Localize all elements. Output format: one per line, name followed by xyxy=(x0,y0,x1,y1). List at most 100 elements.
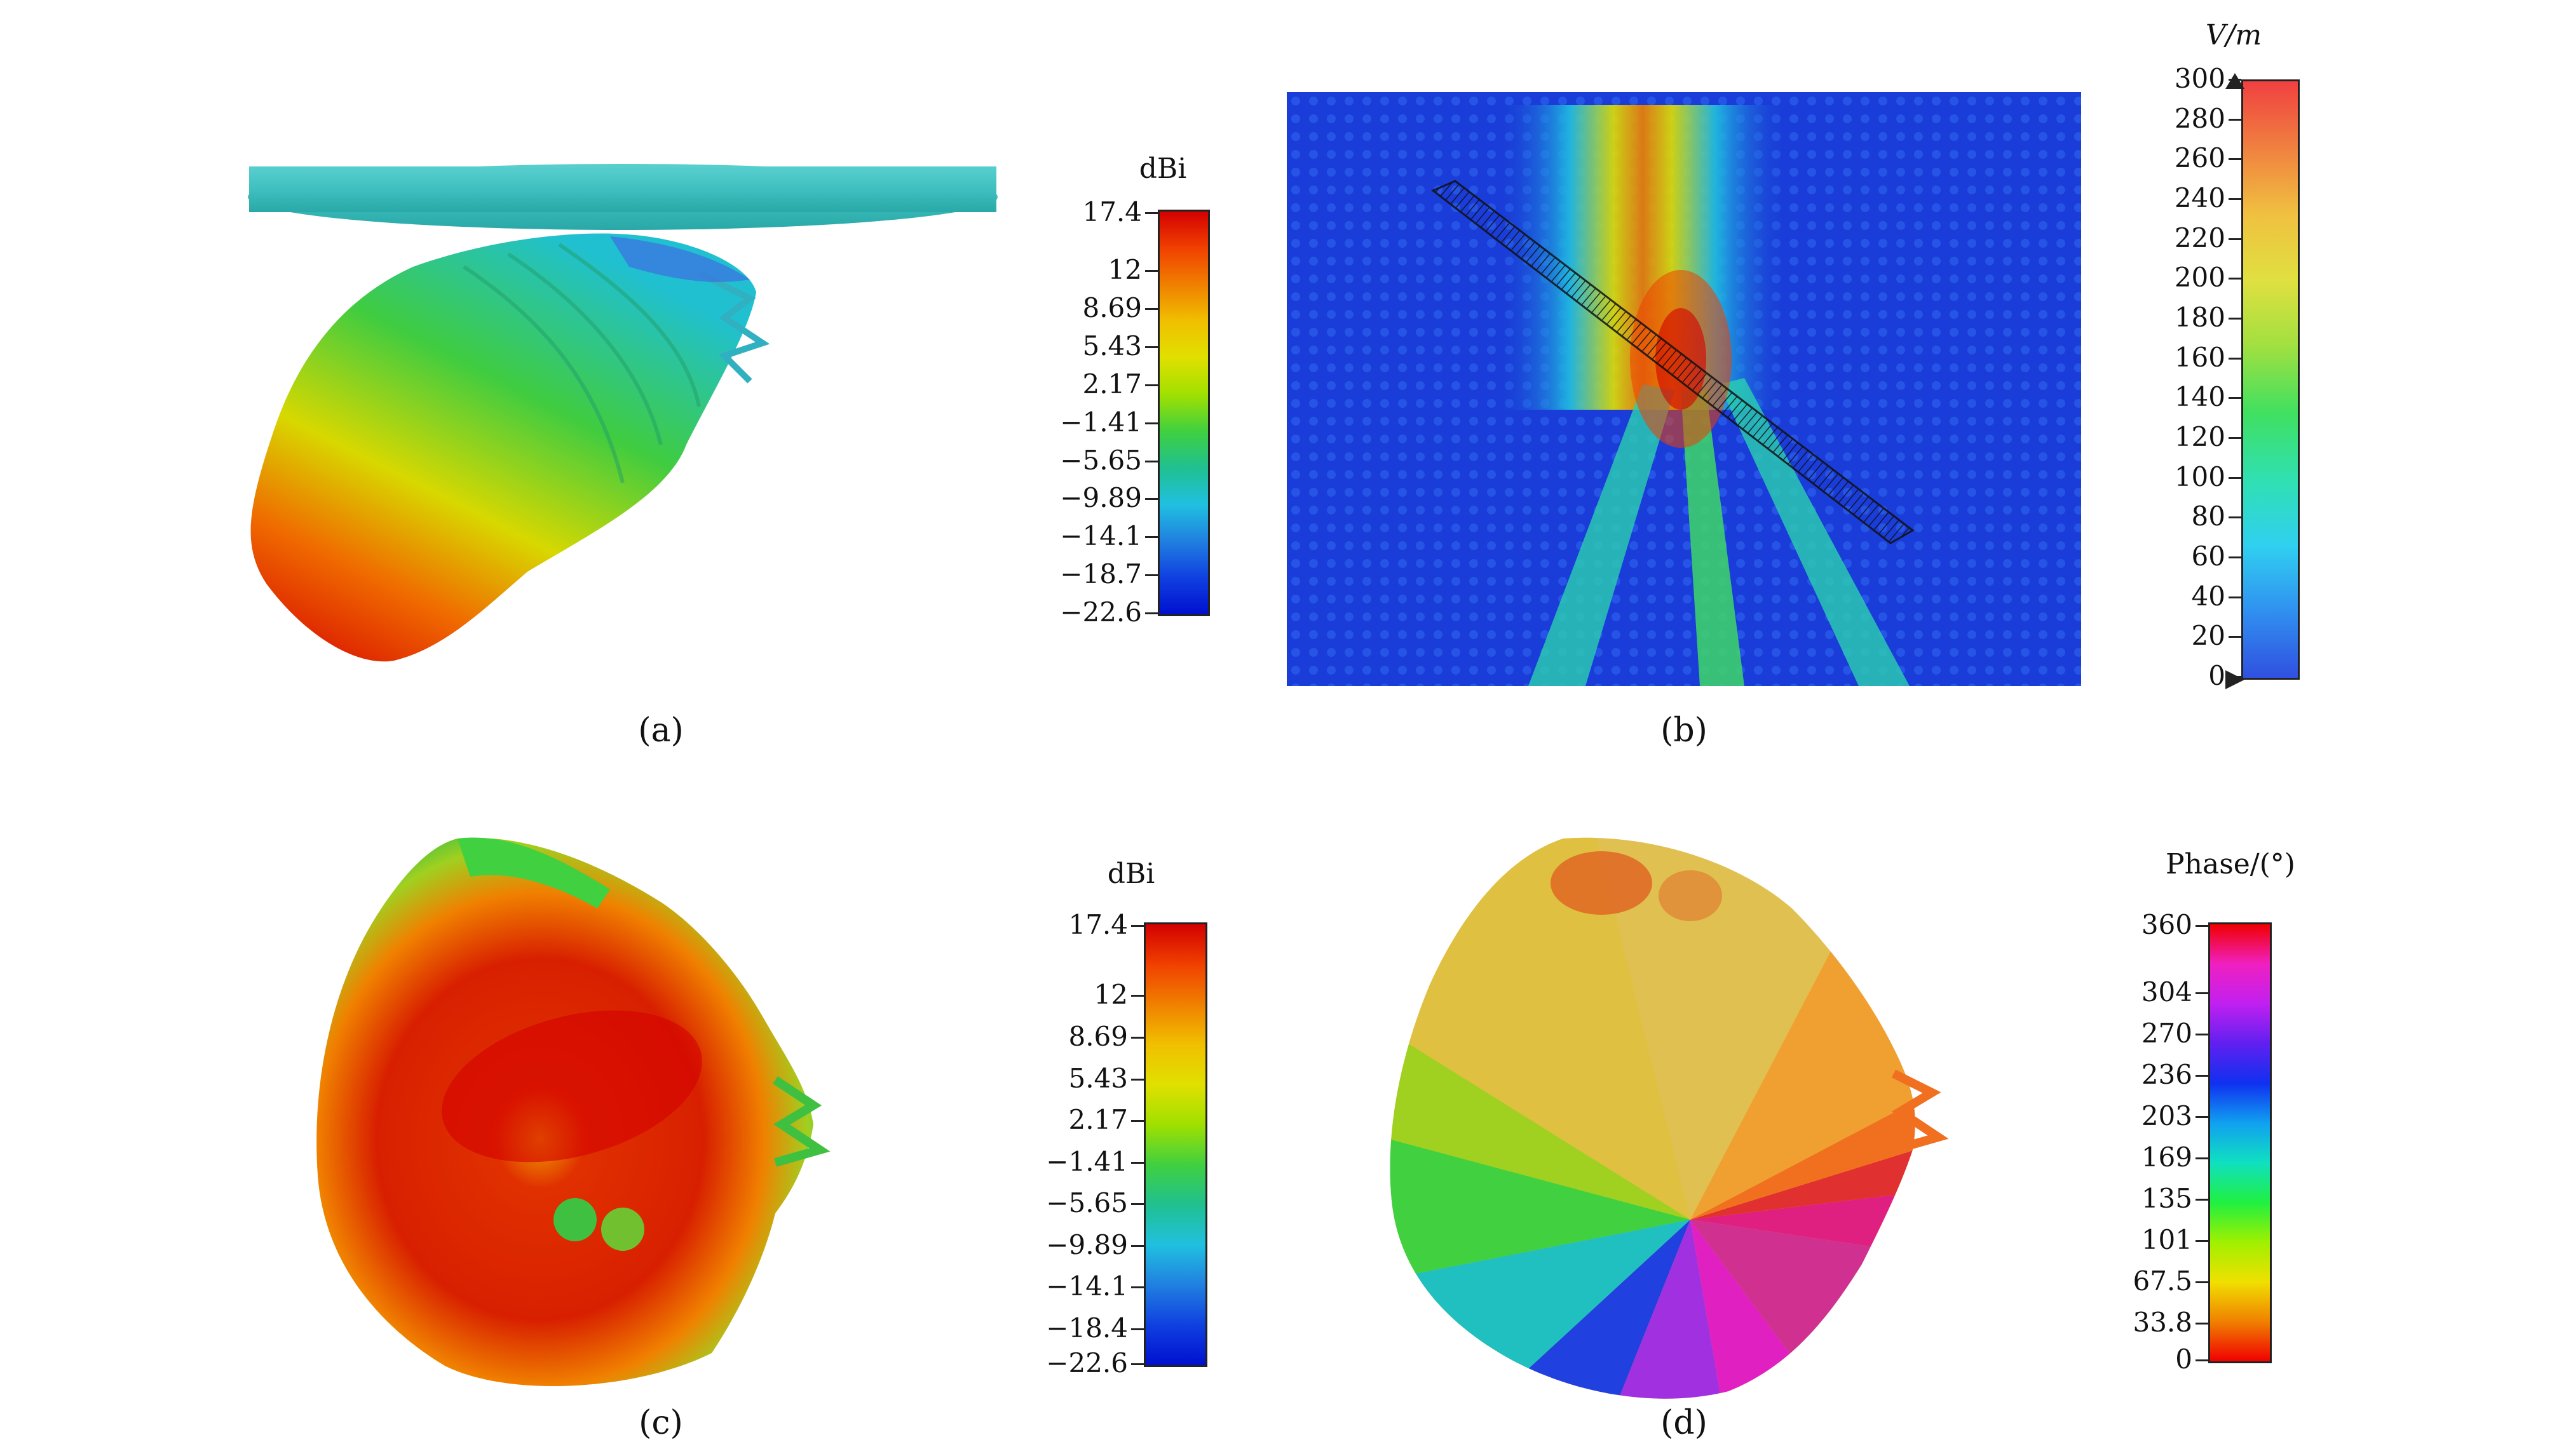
colorbar-c-tick-mark xyxy=(1131,1328,1144,1330)
colorbar-c-tick-mark xyxy=(1131,1036,1144,1039)
colorbar-b-tick-mark xyxy=(2229,238,2241,240)
panel-a: dBi 17.4 12 8.69 5.43 2.17 −1.41 −5.65 −9.89 −14… xyxy=(0,0,1271,762)
colorbar-b-tick-mark xyxy=(2229,198,2241,200)
colorbar-b xyxy=(2241,79,2300,680)
colorbar-d-tick-mark xyxy=(2196,1074,2208,1077)
colorbar-c-tick-mark xyxy=(1131,1244,1144,1247)
colorbar-a-tick-label: 2.17 xyxy=(1082,368,1142,400)
colorbar-c-tick-label: −9.89 xyxy=(1046,1229,1128,1260)
colorbar-d-tick-label: 135 xyxy=(2141,1182,2192,1214)
colorbar-d-tick-mark xyxy=(2196,1157,2208,1159)
colorbar-a-tick-label: −22.6 xyxy=(1060,597,1142,628)
colorbar-b-tick-mark xyxy=(2229,318,2241,320)
colorbar-a-tick-label: −5.65 xyxy=(1060,444,1142,476)
colorbar-a-tick-label: 17.4 xyxy=(1082,196,1142,227)
panel-d: Phase/(°) 360 304 270 236 203 169 135 101 67.5 33… xyxy=(1271,762,2552,1456)
colorbar-a-tick-mark xyxy=(1145,536,1158,539)
colorbar-a-tick-mark xyxy=(1145,212,1158,214)
colorbar-b-tick-mark xyxy=(2229,676,2241,678)
colorbar-b-tick-label: 40 xyxy=(2191,580,2225,612)
colorbar-c-tick-mark xyxy=(1131,1161,1144,1164)
colorbar-c-tick-mark xyxy=(1131,1363,1144,1365)
colorbar-a-tick-mark xyxy=(1145,384,1158,386)
colorbar-b-tick-label: 100 xyxy=(2174,461,2225,492)
colorbar-d-tick-mark xyxy=(2196,1322,2208,1325)
colorbar-a-tick-label: −1.41 xyxy=(1060,406,1142,438)
colorbar-c-tick-label: −14.1 xyxy=(1046,1271,1128,1302)
colorbar-d-tick-label: 169 xyxy=(2141,1141,2192,1173)
colorbar-b-tick-mark xyxy=(2229,636,2241,638)
colorbar-b-tick-label: 60 xyxy=(2191,541,2225,572)
colorbar-b-tick-label: 80 xyxy=(2191,501,2225,532)
colorbar-b-tick-mark xyxy=(2229,596,2241,598)
phase-pattern-3d xyxy=(1390,837,1949,1399)
colorbar-c xyxy=(1144,922,1207,1367)
colorbar-c-tick-mark xyxy=(1131,1120,1144,1122)
colorbar-d-tick-mark xyxy=(2196,992,2208,995)
colorbar-b-tick-label: 20 xyxy=(2191,620,2225,652)
colorbar-c-tick-label: 8.69 xyxy=(1068,1020,1128,1052)
colorbar-a-tick-mark xyxy=(1145,498,1158,501)
colorbar-b-tick-label: 160 xyxy=(2174,341,2225,373)
colorbar-b-tick-mark xyxy=(2229,397,2241,400)
colorbar-d-tick-mark xyxy=(2196,1034,2208,1035)
colorbar-b-tick-mark xyxy=(2229,158,2241,161)
colorbar-c-tick-label: −5.65 xyxy=(1046,1187,1128,1219)
colorbar-b-tick-label: 180 xyxy=(2174,302,2225,333)
colorbar-c-tick-label: −1.41 xyxy=(1046,1145,1128,1177)
radiation-pattern-3d-front xyxy=(316,837,831,1387)
colorbar-a-tick-label: −14.1 xyxy=(1060,520,1142,552)
colorbar-b-tick-mark xyxy=(2229,556,2241,558)
colorbar-d-tick-mark xyxy=(2196,1116,2208,1118)
colorbar-a-tick-mark xyxy=(1145,612,1158,614)
colorbar-b-tick-label: 120 xyxy=(2174,421,2225,452)
caption-b: (b) xyxy=(1660,711,1707,750)
colorbar-a-tick-mark xyxy=(1145,270,1158,273)
caption-c: (c) xyxy=(639,1404,683,1442)
colorbar-d-tick-label: 101 xyxy=(2141,1223,2192,1255)
colorbar-d xyxy=(2208,922,2272,1363)
colorbar-d-tick-label: 360 xyxy=(2141,909,2192,940)
colorbar-d-title: Phase/(°) xyxy=(2166,848,2295,880)
colorbar-b-tick-mark xyxy=(2229,476,2241,479)
colorbar-c-tick-mark xyxy=(1131,925,1144,927)
caption-d: (d) xyxy=(1660,1404,1707,1442)
colorbar-c-tick-label: −22.6 xyxy=(1046,1347,1128,1378)
caption-a: (a) xyxy=(638,711,684,750)
colorbar-d-tick-mark xyxy=(2196,925,2208,927)
colorbar-b-tick-mark xyxy=(2229,516,2241,519)
colorbar-d-tick-label: 236 xyxy=(2141,1058,2192,1090)
colorbar-c-tick-mark xyxy=(1131,1078,1144,1081)
colorbar-b-min-arrow xyxy=(2225,670,2244,689)
colorbar-b-tick-mark xyxy=(2229,79,2241,81)
colorbar-a-tick-mark xyxy=(1145,460,1158,462)
colorbar-a-tick-mark xyxy=(1145,308,1158,311)
colorbar-b-tick-label: 240 xyxy=(2174,182,2225,213)
colorbar-a-tick-label: −18.7 xyxy=(1060,558,1142,590)
colorbar-b-title: V/m xyxy=(2205,19,2262,51)
colorbar-d-tick-label: 67.5 xyxy=(2133,1265,2192,1297)
colorbar-d-tick-label: 270 xyxy=(2141,1018,2192,1049)
colorbar-b-tick-mark xyxy=(2229,118,2241,121)
colorbar-a-tick-mark xyxy=(1145,422,1158,424)
colorbar-c-tick-label: −18.4 xyxy=(1046,1312,1128,1344)
colorbar-d-tick-label: 33.8 xyxy=(2133,1306,2192,1338)
colorbar-b-tick-mark xyxy=(2229,437,2241,439)
colorbar-b-tick-label: 140 xyxy=(2174,381,2225,413)
colorbar-c-tick-label: 12 xyxy=(1094,979,1128,1011)
colorbar-d-tick-label: 304 xyxy=(2141,976,2192,1008)
colorbar-b-tick-label: 200 xyxy=(2174,262,2225,293)
colorbar-b-tick-label: 260 xyxy=(2174,142,2225,174)
colorbar-d-tick-mark xyxy=(2196,1359,2208,1361)
colorbar-c-tick-label: 5.43 xyxy=(1068,1062,1128,1094)
colorbar-b-tick-label: 0 xyxy=(2208,660,2225,691)
colorbar-b-tick-label: 280 xyxy=(2174,102,2225,134)
colorbar-b-tick-label: 300 xyxy=(2174,63,2225,94)
colorbar-c-tick-mark xyxy=(1131,1286,1144,1289)
colorbar-b-tick-label: 220 xyxy=(2174,222,2225,253)
electric-field-map xyxy=(1287,92,2081,686)
colorbar-d-tick-label: 203 xyxy=(2141,1100,2192,1131)
colorbar-c-tick-mark xyxy=(1131,1203,1144,1206)
colorbar-c-tick-mark xyxy=(1131,995,1144,997)
colorbar-a-tick-label: 8.69 xyxy=(1082,292,1142,324)
